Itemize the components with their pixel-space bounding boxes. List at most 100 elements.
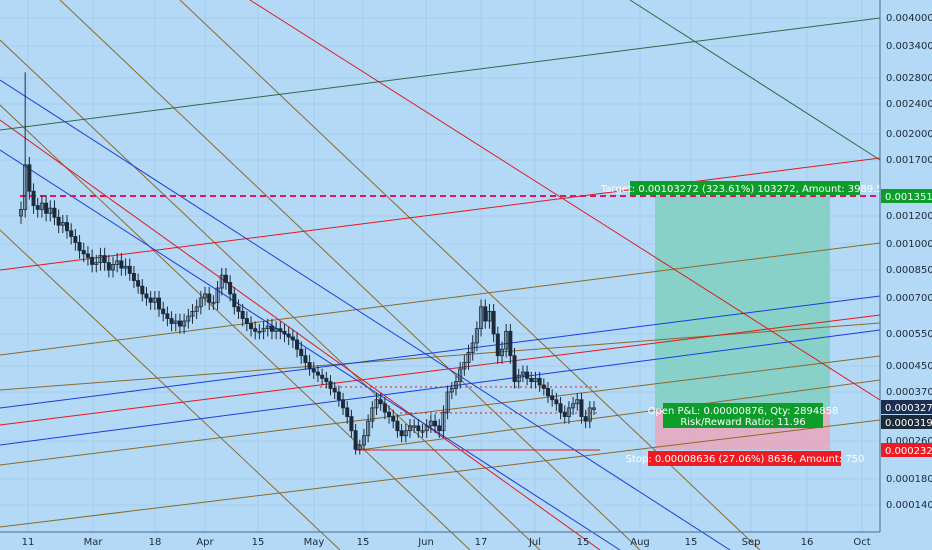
- candle: [52, 200, 57, 226]
- candle: [244, 311, 249, 332]
- candle: [198, 290, 203, 315]
- price-tick-label: 0.00100000: [886, 239, 932, 250]
- candle: [592, 401, 597, 416]
- time-tick-label: 15: [685, 537, 698, 548]
- candle: [295, 332, 300, 358]
- candle: [550, 389, 555, 407]
- candles: [18, 72, 597, 455]
- candle: [98, 247, 103, 271]
- candle: [136, 273, 141, 294]
- candle: [416, 419, 421, 438]
- candle: [123, 258, 128, 276]
- price-tick-label: 0.00045000: [886, 361, 932, 372]
- candle: [278, 321, 283, 340]
- candle: [558, 396, 563, 420]
- candle: [165, 306, 170, 327]
- candle: [23, 72, 28, 218]
- time-tick-label: Jul: [528, 537, 541, 548]
- candle: [161, 301, 166, 322]
- price-tick-label: 0.00070000: [886, 293, 932, 304]
- candle: [223, 267, 228, 290]
- candle: [207, 286, 212, 310]
- candle: [48, 200, 53, 222]
- candle: [516, 368, 521, 389]
- price-tick-label: 0.00120000: [886, 211, 932, 222]
- candle: [286, 326, 291, 346]
- candle: [512, 347, 517, 389]
- pnl-label[interactable]: Open P&L: 0.00000876, Qty: 2894858 Risk/…: [648, 403, 839, 428]
- red-channel-lines[interactable]: [0, 0, 881, 550]
- candle: [203, 286, 208, 306]
- time-axis[interactable]: 11 Mar 18 Apr 15 May 15 Jun 17 Jul 15 Aug 15 Sep 16 Oct: [0, 531, 880, 548]
- candle: [177, 313, 182, 334]
- candle: [449, 381, 454, 400]
- candle: [587, 401, 592, 429]
- time-tick-label: Oct: [853, 537, 870, 548]
- price-tick-label: 0.00240000: [886, 99, 932, 110]
- candle: [554, 392, 559, 411]
- price-tag-stop: 0.00023276: [881, 443, 932, 457]
- candle: [60, 214, 65, 234]
- candle: [144, 286, 149, 306]
- gold-channel-lines[interactable]: [0, 0, 881, 550]
- candle: [424, 419, 429, 438]
- candle: [102, 247, 107, 271]
- candle: [81, 242, 86, 263]
- candle: [491, 304, 496, 343]
- candle: [85, 246, 90, 266]
- candle: [320, 368, 325, 386]
- candle: [420, 423, 425, 438]
- candle: [274, 321, 279, 340]
- target-label[interactable]: Target: 0.00103272 (323.61%) 103272, Amo…: [600, 181, 889, 195]
- candle: [525, 365, 530, 386]
- price-tick-label: 0.00055000: [886, 329, 932, 340]
- candle: [127, 258, 132, 281]
- candle: [466, 344, 471, 370]
- time-tick-label: 15: [252, 537, 265, 548]
- price-tag-entry: 0.00135184: [881, 189, 932, 203]
- candle: [282, 324, 287, 343]
- candle: [353, 423, 358, 455]
- target-label-text: Target: 0.00103272 (323.61%) 103272, Amo…: [600, 184, 889, 195]
- target-zone[interactable]: [655, 196, 830, 410]
- candle: [324, 371, 329, 389]
- stop-label[interactable]: Stop: 0.00008636 (27.06%) 8636, Amount: …: [626, 451, 865, 466]
- price-tag-text: 0.00135184: [885, 192, 932, 203]
- candle: [357, 439, 362, 455]
- candle: [504, 324, 509, 358]
- time-tick-label: Sep: [742, 537, 761, 548]
- candle: [562, 405, 567, 424]
- candle: [483, 299, 488, 329]
- price-tick-label: 0.00280000: [886, 73, 932, 84]
- price-tag-open: 0.00031912: [881, 415, 932, 429]
- candle: [311, 361, 316, 379]
- candle: [537, 371, 542, 392]
- time-tick-label: 17: [475, 537, 488, 548]
- candle: [315, 365, 320, 382]
- candle: [261, 321, 266, 340]
- green-channel-lines[interactable]: [0, 0, 881, 161]
- candle: [173, 313, 178, 332]
- candle: [366, 414, 371, 443]
- candle: [90, 249, 95, 273]
- candle: [499, 341, 504, 364]
- candle: [211, 295, 216, 310]
- candle: [69, 223, 74, 245]
- price-tick-label: 0.00200000: [886, 129, 932, 140]
- candle: [487, 304, 492, 329]
- candle: [341, 392, 346, 416]
- candle: [428, 414, 433, 433]
- price-tick-label: 0.00340000: [886, 41, 932, 52]
- candle: [269, 318, 274, 340]
- price-axis[interactable]: 0.00400000 0.00340000 0.00280000 0.00240000…: [879, 0, 932, 532]
- candle: [131, 266, 136, 288]
- time-tick-label: 15: [357, 537, 370, 548]
- candle: [399, 423, 404, 443]
- price-tag-last: 0.00032788: [881, 400, 932, 414]
- candle: [374, 392, 379, 416]
- candle: [157, 290, 162, 317]
- price-tick-label: 0.00170000: [886, 155, 932, 166]
- price-tag-text: 0.00032788: [885, 403, 932, 414]
- candle: [541, 378, 546, 396]
